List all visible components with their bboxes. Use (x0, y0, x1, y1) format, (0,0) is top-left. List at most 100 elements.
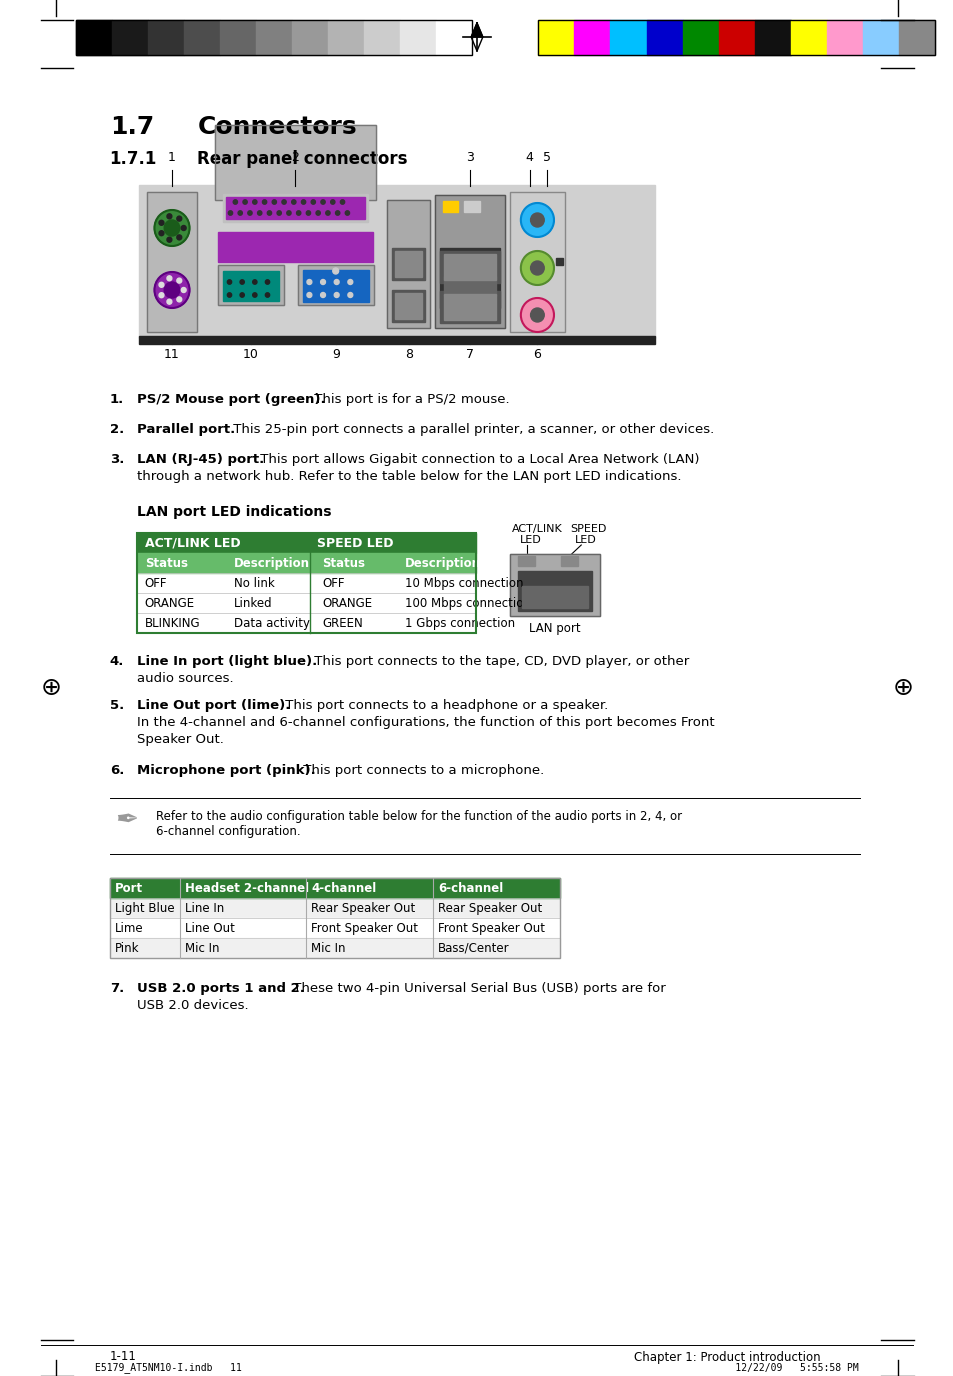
Bar (436, 21, 472, 55)
Circle shape (262, 200, 267, 204)
Text: Description: Description (234, 556, 310, 570)
Bar (217, 233, 373, 261)
Text: 6: 6 (533, 348, 540, 361)
Bar (255, 21, 292, 55)
Text: 1-11: 1-11 (110, 1350, 136, 1364)
Bar (328, 21, 364, 55)
Bar (443, 277, 496, 296)
Bar (297, 266, 374, 305)
Text: Status: Status (145, 556, 188, 570)
Bar (139, 336, 655, 344)
Text: Line In: Line In (185, 901, 224, 915)
Circle shape (159, 231, 164, 235)
Bar (510, 193, 564, 332)
Circle shape (167, 275, 172, 281)
Text: Mic In: Mic In (311, 941, 346, 955)
Text: OFF: OFF (322, 577, 344, 589)
Bar (137, 612, 476, 633)
Circle shape (315, 211, 320, 215)
Text: LED: LED (519, 535, 541, 545)
Text: No link: No link (234, 577, 274, 589)
Circle shape (265, 279, 270, 285)
Bar (718, 21, 754, 55)
Bar (464, 201, 479, 212)
Text: 9: 9 (332, 348, 339, 361)
Bar (214, 125, 375, 200)
Circle shape (167, 213, 172, 219)
Circle shape (334, 279, 338, 285)
Bar (75, 21, 472, 55)
Text: These two 4-pin Universal Serial Bus (USB) ports are for: These two 4-pin Universal Serial Bus (US… (289, 982, 665, 995)
Text: 4.: 4. (110, 655, 124, 667)
Bar (112, 21, 148, 55)
Text: ACT/LINK LED: ACT/LINK LED (145, 537, 240, 549)
Text: Status: Status (322, 556, 365, 570)
Text: This port connects to a microphone.: This port connects to a microphone. (298, 764, 543, 777)
Text: ⊕: ⊕ (41, 676, 62, 700)
Bar (395, 250, 422, 277)
Circle shape (238, 211, 242, 215)
Circle shape (306, 211, 311, 215)
Circle shape (248, 211, 252, 215)
Bar (556, 259, 562, 266)
Circle shape (307, 279, 312, 285)
Circle shape (253, 200, 256, 204)
Circle shape (530, 261, 543, 275)
Circle shape (240, 279, 244, 285)
Bar (297, 266, 374, 305)
Circle shape (331, 200, 335, 204)
Circle shape (325, 211, 330, 215)
Bar (610, 21, 646, 55)
Circle shape (340, 200, 344, 204)
Text: Lime: Lime (114, 922, 143, 934)
Text: Linked: Linked (234, 597, 273, 610)
Bar (137, 533, 476, 633)
Text: In the 4-channel and 6-channel configurations, the function of this port becomes: In the 4-channel and 6-channel configura… (137, 716, 714, 729)
Text: 1.7: 1.7 (110, 116, 153, 139)
Text: Refer to the audio configuration table below for the function of the audio ports: Refer to the audio configuration table b… (156, 810, 681, 838)
Text: 7.: 7. (110, 982, 124, 995)
Text: Line Out: Line Out (185, 922, 234, 934)
Circle shape (181, 226, 186, 231)
Bar (302, 270, 369, 301)
Circle shape (253, 293, 256, 297)
Text: This port allows Gigabit connection to a Local Area Network (LAN): This port allows Gigabit connection to a… (255, 453, 699, 466)
Circle shape (176, 297, 181, 301)
Bar (139, 184, 655, 338)
Text: ORANGE: ORANGE (145, 597, 194, 610)
Bar (392, 290, 425, 322)
Circle shape (287, 211, 291, 215)
Circle shape (530, 213, 543, 227)
Text: 3.: 3. (110, 453, 124, 466)
Circle shape (227, 293, 232, 297)
Text: Line Out port (lime).: Line Out port (lime). (137, 699, 290, 711)
Circle shape (257, 211, 261, 215)
Text: 1 Gbps connection: 1 Gbps connection (404, 616, 515, 629)
Circle shape (233, 200, 237, 204)
Bar (754, 21, 790, 55)
Text: 8: 8 (404, 348, 413, 361)
Circle shape (311, 200, 315, 204)
Text: 10 Mbps connection: 10 Mbps connection (404, 577, 523, 589)
Text: Front Speaker Out: Front Speaker Out (311, 922, 418, 934)
Text: 4: 4 (525, 151, 533, 164)
Bar (399, 21, 436, 55)
Text: OFF: OFF (145, 577, 167, 589)
Bar (137, 612, 476, 633)
Bar (392, 248, 425, 279)
Text: ✒: ✒ (115, 806, 138, 834)
Circle shape (320, 279, 325, 285)
Text: ACT/LINK: ACT/LINK (512, 524, 562, 534)
Circle shape (228, 211, 233, 215)
Bar (364, 21, 399, 55)
Circle shape (292, 200, 295, 204)
Text: Data activity: Data activity (234, 616, 310, 629)
Bar (682, 21, 718, 55)
Circle shape (164, 220, 179, 237)
Text: 10: 10 (243, 348, 258, 361)
Circle shape (320, 200, 325, 204)
Bar (110, 918, 559, 938)
Bar (442, 201, 458, 212)
Text: 3: 3 (466, 151, 474, 164)
Bar (435, 195, 505, 327)
